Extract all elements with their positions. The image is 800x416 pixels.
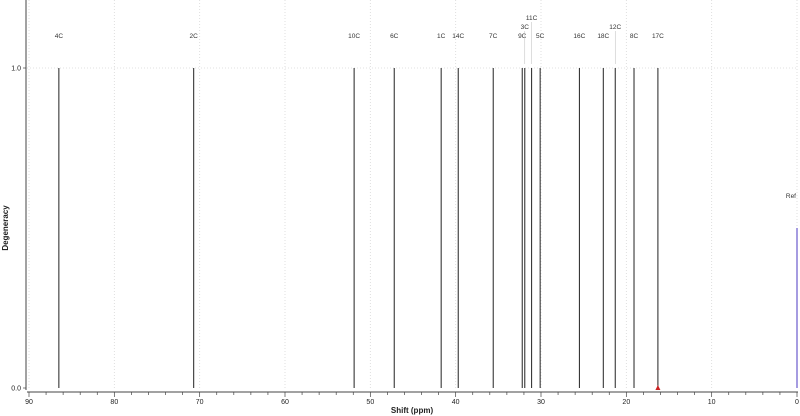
peak-label: 17C <box>652 33 664 40</box>
y-tick-label: 1.0 <box>11 66 21 73</box>
peak-label: 18C <box>597 33 609 40</box>
x-tick-label: 90 <box>25 399 33 406</box>
peak-label: 2C <box>190 33 199 40</box>
peak-label: 5C <box>536 33 545 40</box>
grid <box>27 0 798 388</box>
x-tick-label: 20 <box>622 399 630 406</box>
x-tick-label: 40 <box>452 399 460 406</box>
peak-label: 7C <box>489 33 498 40</box>
peak-label: 3C <box>521 24 530 31</box>
x-tick-label: 60 <box>281 399 289 406</box>
peak-label: 1C <box>437 33 446 40</box>
x-tick-label: 30 <box>537 399 545 406</box>
peak-label: 14C <box>452 33 464 40</box>
peak-label: 11C <box>526 15 538 22</box>
peak-label: 9C <box>518 33 527 40</box>
peak-label: 12C <box>609 24 621 31</box>
x-tick-label: 50 <box>366 399 374 406</box>
x-tick-label: 70 <box>196 399 204 406</box>
y-tick-label: 0.0 <box>11 386 21 393</box>
x-tick-label: 80 <box>110 399 118 406</box>
peak-label: 8C <box>630 33 639 40</box>
cursor-marker <box>655 385 661 390</box>
peak-label: 16C <box>573 33 585 40</box>
x-tick-label: 0 <box>795 399 799 406</box>
x-axis-title: Shift (ppm) <box>391 406 434 415</box>
peak-label: 10C <box>348 33 360 40</box>
reference-label: Ref <box>786 193 796 200</box>
axes: 90 80 70 60 50 40 30 20 10 0 0.0 1.0 <box>11 0 799 406</box>
peak-label: 6C <box>390 33 399 40</box>
x-tick-label: 10 <box>708 399 716 406</box>
y-axis-title: Degeneracy <box>1 205 10 251</box>
peak-label: 4C <box>55 33 64 40</box>
